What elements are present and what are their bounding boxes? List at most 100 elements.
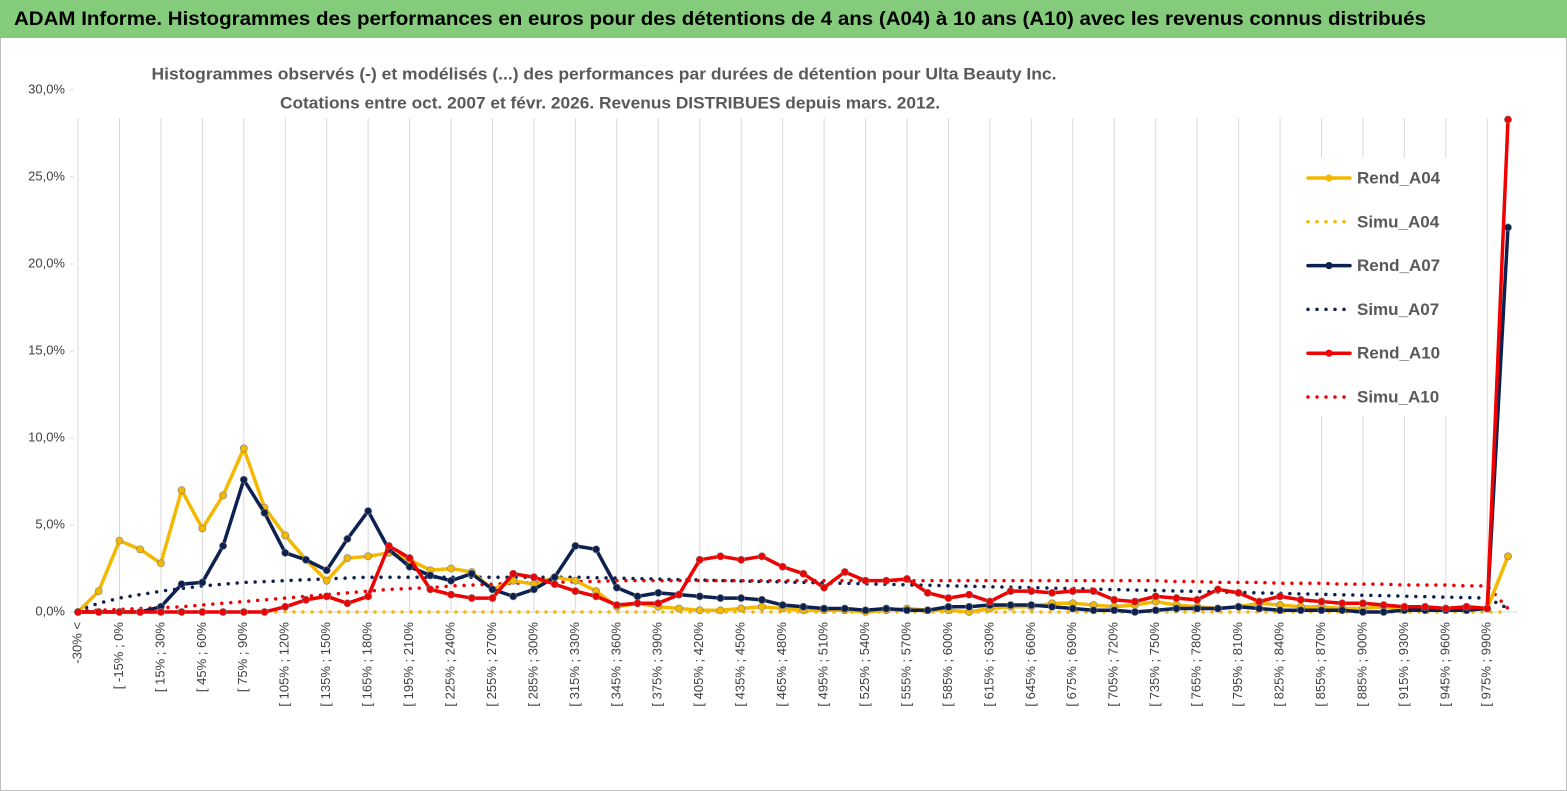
series-marker (716, 606, 725, 615)
series-marker (1089, 587, 1098, 596)
series-marker (322, 566, 331, 575)
series-marker (1338, 599, 1347, 608)
series-marker (1006, 587, 1015, 596)
series-marker (177, 608, 186, 616)
series-marker (74, 608, 82, 616)
series-marker (302, 555, 310, 564)
series-marker (1504, 223, 1512, 232)
series-marker (343, 599, 352, 608)
series-marker (737, 604, 746, 613)
series-marker (1213, 604, 1222, 613)
series-marker (1379, 601, 1388, 609)
series-marker (1379, 608, 1388, 616)
series-marker (550, 580, 559, 589)
x-tick-label: [ 645% ; 660% (1023, 622, 1038, 707)
series-marker (1483, 604, 1492, 613)
series-marker (156, 559, 165, 568)
series-marker (343, 535, 352, 543)
x-tick-label: [ 405% ; 420% (691, 622, 706, 707)
series-marker (447, 590, 455, 599)
series-marker (840, 604, 849, 613)
series-marker (364, 592, 373, 601)
series-marker (675, 590, 683, 599)
series-marker (509, 569, 518, 578)
banner (0, 0, 1567, 38)
series-marker (1400, 602, 1409, 611)
x-tick-label: -30% < (69, 622, 84, 664)
series-marker (1213, 585, 1222, 594)
series-marker (1131, 597, 1139, 606)
x-tick-label: [ 675% ; 690% (1064, 622, 1079, 707)
series-marker (985, 597, 994, 606)
x-tick-label: [ 195% ; 210% (401, 622, 416, 707)
legend-label: Simu_A04 (1357, 212, 1440, 231)
series-marker (281, 548, 290, 557)
x-tick-label: [ 105% ; 120% (277, 622, 292, 707)
series-marker (654, 588, 663, 597)
chart-title: Histogrammes observés (-) et modélisés (… (152, 64, 1057, 83)
series-marker (198, 524, 207, 533)
series-marker (633, 599, 642, 608)
series-marker (571, 541, 580, 550)
series-marker (322, 592, 331, 601)
series-marker (716, 552, 725, 561)
series-marker (509, 592, 518, 601)
series-marker (426, 585, 435, 594)
series-marker (1359, 608, 1367, 616)
series-line (76, 117, 1510, 614)
series-marker (1359, 599, 1367, 608)
series-marker (219, 491, 227, 500)
series-marker (239, 608, 248, 616)
x-tick-label: [ 495% ; 510% (816, 622, 831, 707)
series-marker (447, 576, 455, 585)
series-marker (467, 569, 476, 578)
series-marker (1068, 587, 1077, 596)
series-marker (1421, 602, 1430, 611)
series-marker (405, 562, 414, 571)
series-marker (965, 602, 974, 611)
series-marker (903, 606, 911, 615)
x-tick-label: [ 945% ; 960% (1437, 622, 1452, 707)
series-marker (1504, 115, 1512, 124)
series-marker (882, 604, 891, 613)
series-marker (737, 594, 746, 602)
x-tick-label: [ 345% ; 360% (608, 622, 623, 707)
series-marker (1089, 606, 1098, 615)
series-marker (94, 608, 103, 616)
series-marker (1296, 606, 1305, 615)
series-marker (612, 583, 621, 592)
legend-label: Simu_A07 (1357, 300, 1439, 319)
series-marker (136, 545, 145, 554)
series-marker (260, 608, 269, 616)
series-marker (716, 594, 725, 602)
series-marker (633, 592, 642, 601)
series-marker (1048, 588, 1056, 597)
series-marker (1193, 604, 1202, 613)
y-tick-label: 25,0% (28, 168, 65, 183)
series-marker (778, 562, 787, 571)
chart-subtitle: Cotations entre oct. 2007 et févr. 2026.… (280, 93, 940, 112)
series-marker (177, 580, 186, 589)
series-marker (136, 608, 145, 616)
series-marker (530, 585, 538, 594)
legend-marker (1325, 174, 1333, 182)
series-marker (571, 587, 580, 596)
series-marker (695, 555, 704, 564)
x-tick-label: [ 225% ; 240% (442, 622, 457, 707)
x-tick-label: [ 765% ; 780% (1189, 622, 1204, 707)
series-marker (1006, 601, 1015, 609)
series-marker (1172, 594, 1181, 602)
series-marker (488, 594, 497, 602)
series-marker (861, 576, 870, 585)
series-marker (426, 571, 435, 580)
series-marker (820, 583, 828, 592)
series-marker (1255, 604, 1264, 613)
series-marker (1131, 608, 1139, 616)
series-marker (488, 585, 497, 594)
series-marker (675, 604, 683, 613)
y-tick-label: 20,0% (28, 255, 65, 270)
series-marker (799, 602, 808, 611)
series-marker (1234, 602, 1243, 611)
y-tick-label: 10,0% (28, 429, 65, 444)
